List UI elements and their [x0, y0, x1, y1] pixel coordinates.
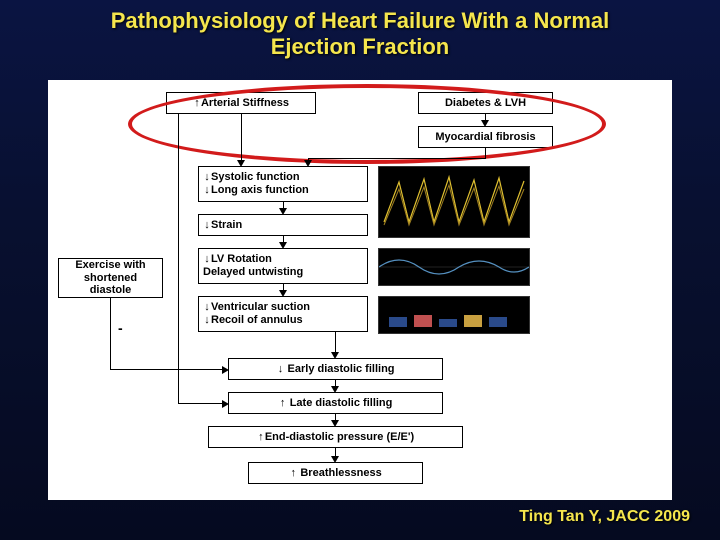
arrow-down-icon — [279, 208, 287, 215]
slide-title: Pathophysiology of Heart Failure With a … — [0, 8, 720, 61]
connector — [335, 332, 336, 354]
down-arrow-icon — [203, 253, 211, 266]
citation-text: Ting Tan Y, JACC 2009 — [519, 508, 690, 526]
box-exercise: Exercise with shortened diastole — [58, 258, 163, 298]
down-arrow-icon — [276, 363, 284, 376]
title-line-1: Pathophysiology of Heart Failure With a … — [111, 8, 610, 33]
connector — [485, 148, 486, 158]
arrow-down-icon — [304, 160, 312, 167]
box-late-filling: Late diastolic filling — [228, 392, 443, 414]
arrow-right-icon — [222, 400, 229, 408]
arrow-down-icon — [237, 160, 245, 167]
minus-symbol: - — [118, 320, 123, 336]
strain-waveform-icon — [378, 166, 530, 238]
suction-image-icon — [378, 296, 530, 334]
down-arrow-icon — [203, 184, 211, 197]
down-arrow-icon — [203, 314, 211, 327]
connector — [308, 158, 486, 159]
down-arrow-icon — [203, 171, 211, 184]
connector — [178, 114, 179, 403]
rotation-waveform-icon — [378, 248, 530, 286]
arrow-down-icon — [331, 386, 339, 393]
box-edp: End-diastolic pressure (E/E') — [208, 426, 463, 448]
arrow-down-icon — [331, 456, 339, 463]
connector — [110, 298, 111, 369]
title-line-2: Ejection Fraction — [24, 34, 696, 60]
down-arrow-icon — [203, 301, 211, 314]
up-arrow-icon — [279, 397, 287, 410]
box-early-filling: Early diastolic filling — [228, 358, 443, 380]
flowchart-figure: Arterial Stiffness Diabetes & LVH Myocar… — [48, 80, 672, 500]
box-breathlessness: Breathlessness — [248, 462, 423, 484]
connector — [110, 369, 222, 370]
arrow-right-icon — [222, 366, 229, 374]
arrow-down-icon — [331, 352, 339, 359]
box-suction-recoil: Ventricular suction Recoil of annulus — [198, 296, 368, 332]
arrow-down-icon — [481, 120, 489, 127]
arrow-down-icon — [331, 420, 339, 427]
box-strain: Strain — [198, 214, 368, 236]
connector — [178, 403, 222, 404]
box-rotation: LV Rotation Delayed untwisting — [198, 248, 368, 284]
box-systolic-longaxis: Systolic function Long axis function — [198, 166, 368, 202]
up-arrow-icon — [289, 467, 297, 480]
highlight-ellipse — [128, 84, 606, 164]
up-arrow-icon — [257, 431, 265, 444]
arrow-down-icon — [279, 242, 287, 249]
down-arrow-icon — [203, 219, 211, 232]
connector — [241, 114, 242, 162]
arrow-down-icon — [279, 290, 287, 297]
